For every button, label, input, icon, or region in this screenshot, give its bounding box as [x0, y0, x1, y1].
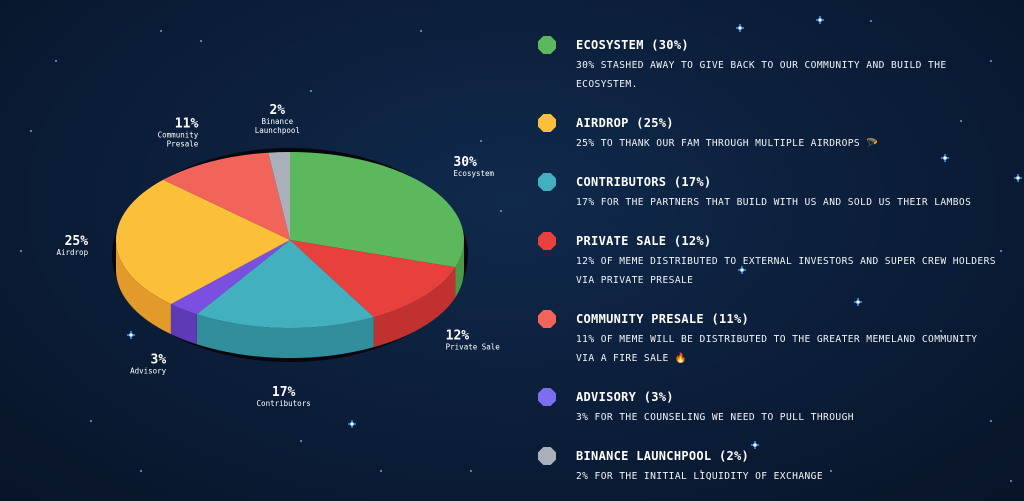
- star-icon: [380, 470, 382, 472]
- legend-title: BINANCE LAUNCHPOOL (2%): [576, 449, 750, 463]
- legend-color-dot-icon: [538, 232, 556, 250]
- legend-color-dot-icon: [538, 173, 556, 191]
- slice-percent: 3%: [151, 352, 167, 367]
- star-icon: [960, 120, 962, 122]
- star-icon: [160, 30, 162, 32]
- slice-percent: 11%: [175, 117, 199, 132]
- star-icon: [470, 470, 472, 472]
- legend-item: ADVISORY (3%) 3% FOR THE COUNSELING WE NE…: [538, 386, 998, 427]
- sparkle-icon: [751, 441, 759, 449]
- star-icon: [140, 470, 142, 472]
- legend-description: 17% FOR THE PARTNERS THAT BUILD WITH US …: [576, 197, 972, 208]
- legend: ECOSYSTEM (30%) 30% STASHED AWAY TO GIVE …: [538, 34, 998, 486]
- legend-title: AIRDROP (25%): [576, 116, 674, 130]
- legend-item: COMMUNITY PRESALE (11%) 11% OF MEME WILL …: [538, 308, 998, 368]
- legend-title: CONTRIBUTORS (17%): [576, 175, 712, 189]
- pie-slice-contributors: [196, 240, 374, 328]
- star-icon: [500, 210, 502, 212]
- star-icon: [200, 40, 202, 42]
- pie-slice-advisory: [170, 240, 290, 315]
- star-icon: [20, 250, 22, 252]
- legend-title: ADVISORY (3%): [576, 390, 674, 404]
- sparkle-icon: [738, 266, 746, 274]
- slice-name: Ecosystem: [453, 169, 494, 178]
- sparkle-icon: [941, 154, 949, 162]
- slice-name: Presale: [167, 140, 199, 149]
- star-icon: [940, 330, 942, 332]
- legend-color-dot-icon: [538, 36, 556, 54]
- slice-label-advisory: 3%Advisory: [130, 352, 167, 375]
- legend-description: 3% FOR THE COUNSELING WE NEED TO PULL TH…: [576, 412, 854, 423]
- slice-label-contributors: 17%Contributors: [257, 385, 311, 408]
- pie-side-airdrop: [116, 240, 171, 335]
- pie-side-contributors: [196, 314, 374, 358]
- pie-slice-airdrop: [116, 179, 291, 305]
- legend-description: 11% OF MEME WILL BE DISTRIBUTED TO THE G…: [576, 334, 978, 364]
- slice-label-private-sale: 12%Private Sale: [446, 328, 501, 351]
- star-icon: [870, 20, 872, 22]
- slice-name: Advisory: [130, 366, 167, 375]
- star-icon: [90, 420, 92, 422]
- sparkle-icon: [854, 298, 862, 306]
- pie-side-ecosystem: [455, 240, 464, 298]
- slice-name: Contributors: [257, 399, 311, 408]
- slice-percent: 30%: [453, 155, 477, 170]
- sparkle-icon: [348, 420, 356, 428]
- legend-item: BINANCE LAUNCHPOOL (2%) 2% FOR THE INITIA…: [538, 445, 998, 486]
- slice-percent: 25%: [65, 234, 89, 249]
- star-icon: [990, 420, 992, 422]
- slice-percent: 2%: [269, 103, 285, 118]
- slice-name: Private Sale: [446, 342, 501, 351]
- star-icon: [30, 130, 32, 132]
- legend-item: ECOSYSTEM (30%) 30% STASHED AWAY TO GIVE …: [538, 34, 998, 94]
- slice-percent: 17%: [272, 385, 296, 400]
- slice-name: Launchpool: [255, 126, 300, 135]
- pie-side-private-sale: [373, 267, 456, 348]
- legend-item: AIRDROP (25%) 25% TO THANK OUR FAM THROUG…: [538, 112, 998, 153]
- star-icon: [300, 440, 302, 442]
- slice-percent: 12%: [446, 328, 470, 343]
- slice-label-airdrop: 25%Airdrop: [56, 234, 88, 257]
- legend-description: 2% FOR THE INITIAL LIQUIDITY OF EXCHANGE: [576, 471, 824, 482]
- sparkle-icon: [736, 24, 744, 32]
- legend-item: CONTRIBUTORS (17%) 17% FOR THE PARTNERS T…: [538, 171, 998, 212]
- legend-item: PRIVATE SALE (12%) 12% OF MEME DISTRIBUTE…: [538, 230, 998, 290]
- star-icon: [310, 90, 312, 92]
- slice-name: Community: [158, 131, 199, 140]
- pie-slice-binance-launchpool: [268, 152, 290, 240]
- pie-slice-ecosystem: [290, 152, 464, 268]
- legend-color-dot-icon: [538, 114, 556, 132]
- star-icon: [700, 470, 702, 472]
- legend-color-dot-icon: [538, 388, 556, 406]
- legend-color-dot-icon: [538, 447, 556, 465]
- star-icon: [990, 60, 992, 62]
- legend-color-dot-icon: [538, 310, 556, 328]
- star-icon: [1000, 250, 1002, 252]
- legend-description: 30% STASHED AWAY TO GIVE BACK TO OUR COM…: [576, 60, 947, 90]
- pie-slice-community-presale: [163, 152, 290, 240]
- star-icon: [420, 30, 422, 32]
- slice-name: Binance: [262, 117, 294, 126]
- pie-side-advisory: [170, 304, 197, 345]
- sparkle-icon: [127, 331, 135, 339]
- pie-chart: 30%Ecosystem 12%Private Sale 17%Contributo…: [56, 103, 501, 408]
- legend-description: 12% OF MEME DISTRIBUTED TO EXTERNAL INVE…: [576, 256, 996, 286]
- pie-slice-private-sale: [290, 240, 456, 318]
- star-icon: [480, 140, 482, 142]
- legend-title: COMMUNITY PRESALE (11%): [576, 312, 750, 326]
- star-icon: [1010, 480, 1012, 482]
- slice-name: Airdrop: [56, 248, 88, 257]
- star-icon: [830, 470, 832, 472]
- slice-label-ecosystem: 30%Ecosystem: [453, 155, 494, 178]
- sparkle-icon: [1014, 174, 1022, 182]
- legend-title: PRIVATE SALE (12%): [576, 234, 712, 248]
- star-icon: [55, 60, 57, 62]
- sparkle-icon: [816, 16, 824, 24]
- legend-description: 25% TO THANK OUR FAM THROUGH MULTIPLE AI…: [576, 138, 879, 149]
- legend-title: ECOSYSTEM (30%): [576, 38, 689, 52]
